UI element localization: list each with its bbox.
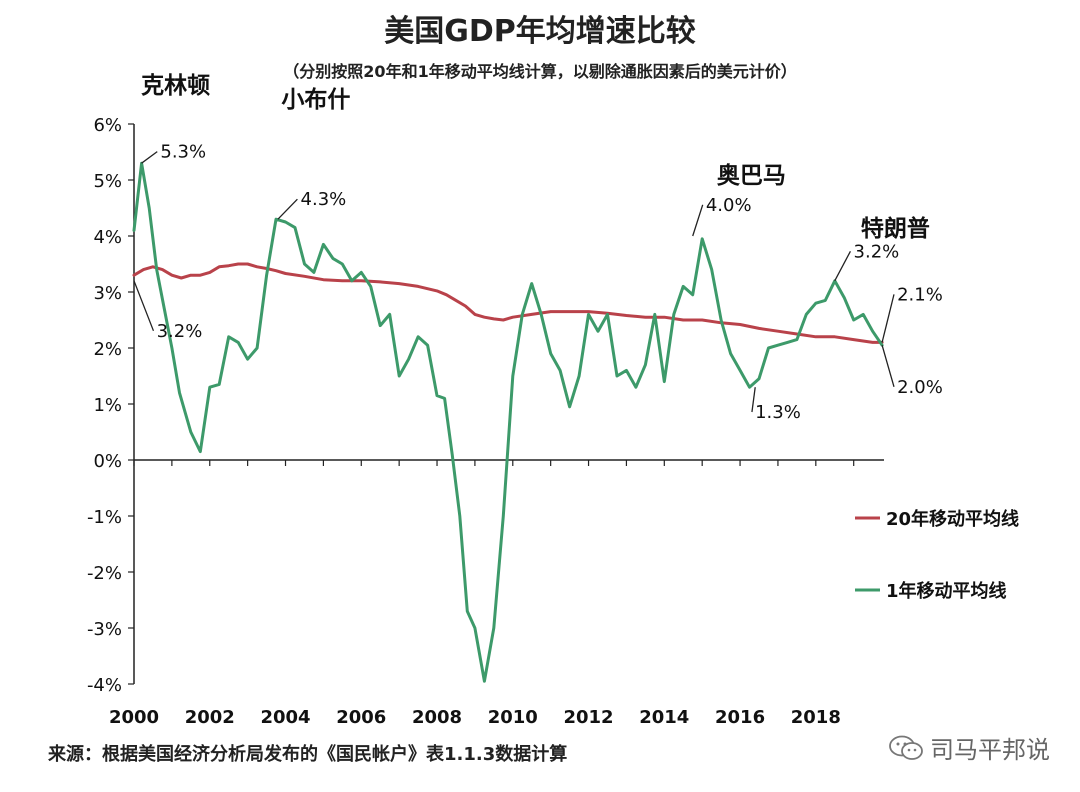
wechat-icon (888, 734, 924, 762)
x-tick-label: 2000 (109, 707, 159, 728)
data-label-leader (141, 151, 158, 164)
data-label-leader (881, 294, 895, 343)
x-tick-label: 2018 (791, 707, 841, 728)
x-tick-label: 2004 (260, 707, 310, 728)
y-tick-label: 4% (93, 227, 122, 248)
source-note: 来源：根据美国经济分析局发布的《国民帐户》表1.1.3数据计算 (48, 744, 568, 765)
data-label-leader (834, 250, 851, 282)
president-annotation: 小布什 (281, 86, 350, 113)
y-tick-label: -2% (87, 563, 122, 584)
chart-title: 美国GDP年均增速比较 (384, 14, 696, 49)
y-tick-label: 0% (93, 451, 122, 472)
series-line-1yr-ma (132, 161, 884, 683)
president-annotation: 奥巴马 (717, 162, 786, 189)
y-tick-label: -4% (87, 675, 122, 696)
y-tick-label: 3% (93, 283, 122, 304)
president-annotation: 特朗普 (861, 215, 930, 242)
y-tick-label: 2% (93, 339, 122, 360)
legend-label: 20年移动平均线 (886, 508, 1019, 530)
data-label: 4.0% (706, 195, 752, 216)
data-label-leader (881, 345, 895, 387)
y-tick-label: 1% (93, 395, 122, 416)
data-label: 5.3% (160, 142, 206, 163)
data-label: 3.2% (157, 321, 203, 342)
x-tick-label: 2006 (336, 707, 386, 728)
data-label-leader (692, 204, 704, 237)
data-label: 4.3% (301, 189, 347, 210)
y-tick-label: 5% (93, 171, 122, 192)
series-line-20yr-ma (132, 262, 884, 344)
data-label: 2.0% (897, 377, 943, 398)
data-label-leader (751, 387, 756, 413)
x-tick-label: 2016 (715, 707, 765, 728)
y-tick-label: -3% (87, 619, 122, 640)
x-tick-label: 2010 (488, 707, 538, 728)
data-label-leader (277, 198, 298, 220)
x-tick-label: 2014 (639, 707, 689, 728)
y-tick-label: 6% (93, 115, 122, 136)
data-label: 1.3% (755, 402, 801, 423)
watermark: 司马平邦说 (888, 730, 1050, 765)
data-label: 3.2% (854, 241, 900, 262)
x-tick-label: 2012 (563, 707, 613, 728)
x-tick-label: 2002 (185, 707, 235, 728)
data-label-leader (133, 280, 155, 332)
y-tick-label: -1% (87, 507, 122, 528)
legend-label: 1年移动平均线 (886, 580, 1007, 602)
x-tick-label: 2008 (412, 707, 462, 728)
president-annotation: 克林顿 (141, 72, 210, 99)
data-label: 2.1% (897, 284, 943, 305)
chart-subtitle: （分别按照20年和1年移动平均线计算，以剔除通胀因素后的美元计价） (283, 62, 797, 81)
watermark-text: 司马平邦说 (930, 736, 1050, 764)
